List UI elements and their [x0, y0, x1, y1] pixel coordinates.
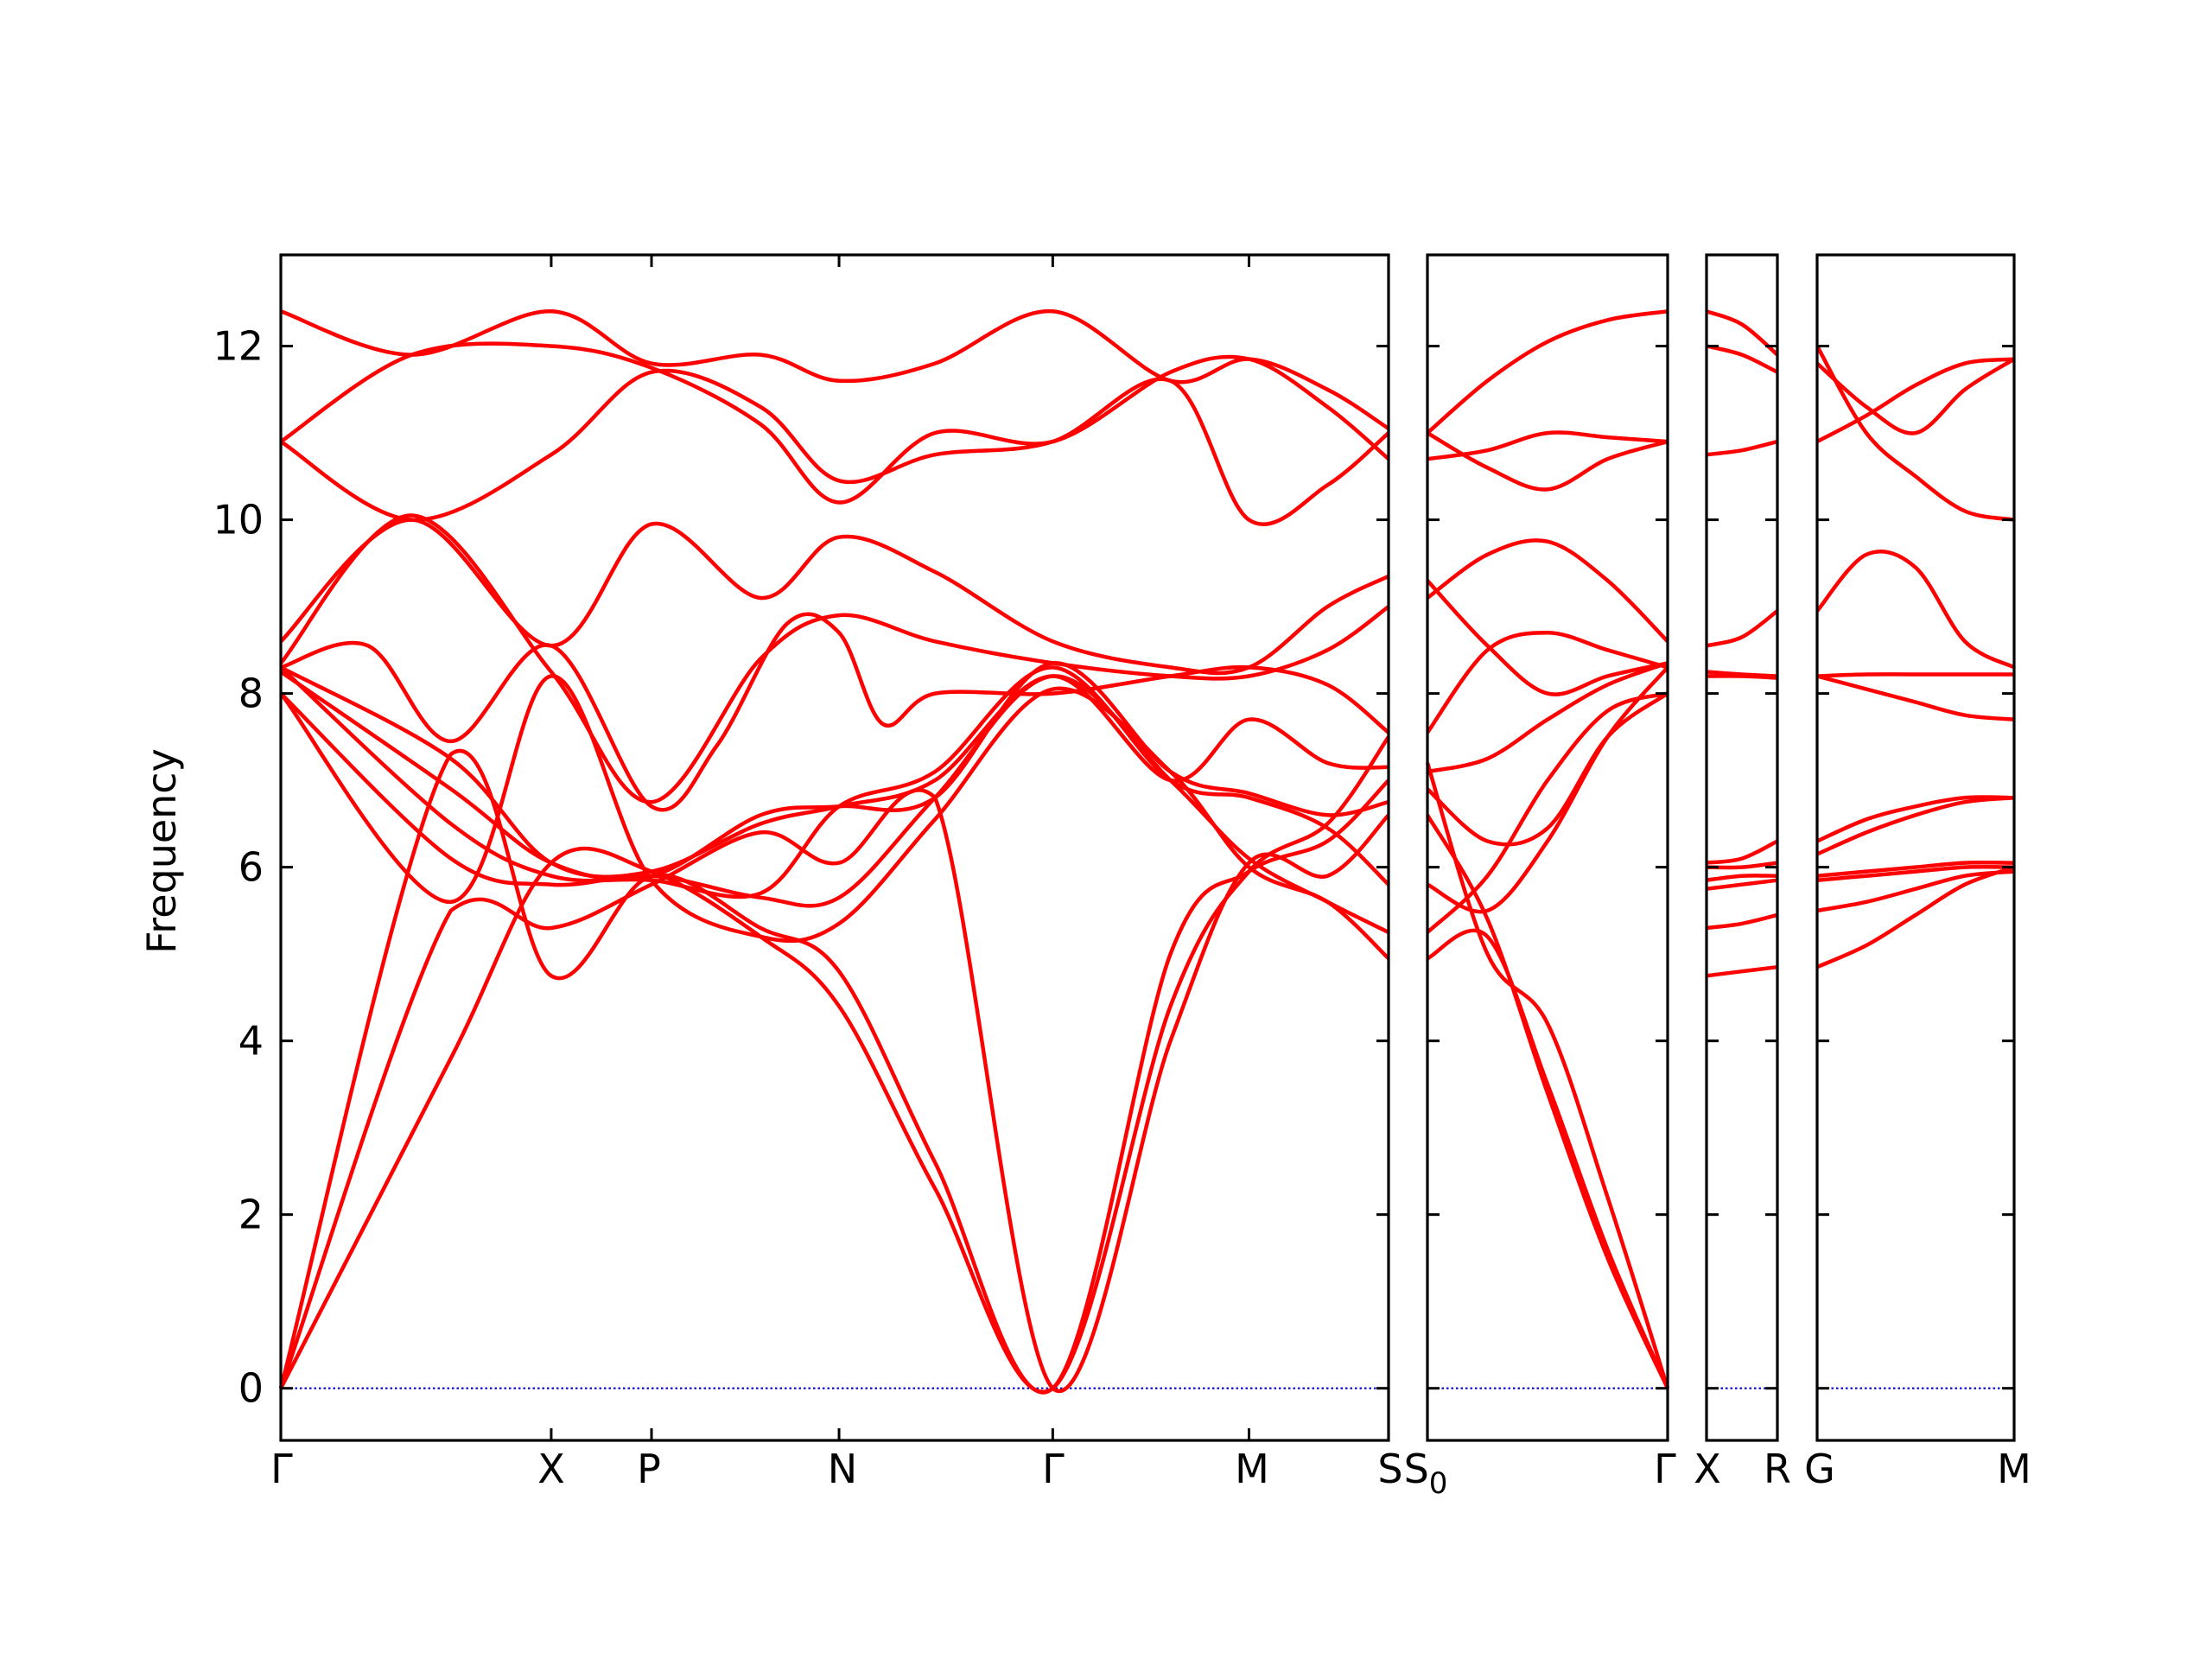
band-line-8 [1426, 691, 1669, 847]
x-tick-label-s0: S0 [1404, 1446, 1448, 1501]
band-line-2 [279, 341, 1390, 505]
band-line-7 [1706, 839, 1779, 865]
band-line-3 [1815, 357, 2015, 444]
band-line-5 [1426, 579, 1669, 696]
x-tick-label-gamma-2: Γ [1042, 1446, 1065, 1492]
band-line-4 [1706, 609, 1779, 648]
panel-frame [1705, 253, 1779, 1442]
band-line-11 [279, 674, 1390, 960]
band-line-1 [1815, 345, 2015, 522]
y-tick-label: 10 [213, 497, 264, 543]
panel-1: 0 2 4 6 8 10 12 [213, 253, 1390, 1442]
band-line-10 [279, 674, 1390, 935]
y-tick-label: 6 [238, 844, 264, 891]
x-tick-label-s0-base: S [1404, 1446, 1429, 1492]
band-line-10 [1816, 864, 2015, 882]
x-tick-label-m-2: M [1997, 1446, 2031, 1492]
band-line-11 [1426, 928, 1670, 1389]
panel-2 [1425, 253, 1670, 1442]
band-line-3 [1427, 430, 1669, 461]
band-line-9 [1816, 860, 2015, 878]
band-line-2 [1815, 357, 2016, 435]
band-line-6 [280, 612, 1390, 812]
panels-layer: 0 2 4 6 8 10 12 [213, 253, 2016, 1442]
y-tick-label: 0 [238, 1365, 264, 1412]
panel-frame [279, 253, 1390, 1442]
x-tick-label-p: P [637, 1446, 661, 1492]
x-tick-label-x-2: X [1694, 1446, 1721, 1492]
band-line-12 [1816, 865, 2015, 969]
y-axis-title: Frequency [138, 748, 185, 954]
x-tick-label-n: N [828, 1446, 857, 1492]
band-line-3 [279, 368, 1390, 527]
band-line-9 [1706, 874, 1778, 882]
band-line-6 [1816, 674, 2015, 721]
y-tick-label: 2 [238, 1192, 264, 1238]
band-line-11 [1816, 869, 2015, 913]
band-line-13 [1426, 814, 1670, 1389]
band-line-4 [1426, 538, 1669, 643]
band-line-12 [1425, 762, 1670, 1389]
band-line-10 [1426, 691, 1669, 934]
x-tick-label-g: G [1804, 1446, 1835, 1492]
panel-frame [1815, 253, 2016, 1442]
y-tick-label: 8 [238, 671, 264, 717]
band-line-1 [1426, 309, 1669, 435]
band-line-4 [1815, 549, 2016, 670]
y-tick-label: 12 [213, 323, 264, 370]
y-tick-label: 4 [238, 1018, 264, 1065]
panel-4 [1815, 253, 2016, 1442]
band-line-14 [278, 735, 1390, 1394]
band-line-5 [279, 513, 1390, 804]
band-line-3 [1706, 439, 1778, 457]
band-line-10 [1706, 878, 1778, 891]
band-line-2 [1706, 344, 1779, 374]
band-line-11 [1706, 912, 1778, 931]
band-line-2 [1426, 431, 1669, 492]
panel-frame [1426, 253, 1669, 1442]
band-line-6 [1706, 674, 1778, 680]
x-tick-label-s: S [1377, 1446, 1402, 1492]
x-tick-label-r: R [1764, 1446, 1791, 1492]
band-line-8 [1816, 795, 2015, 856]
x-tick-labels: Γ X P N Γ M S S0 Γ X R G M [270, 1446, 2031, 1501]
band-line-13 [278, 748, 1390, 1395]
band-line-1 [1706, 309, 1779, 357]
x-tick-label-s0-subscript: 0 [1429, 1466, 1448, 1501]
band-line-12 [278, 788, 1390, 1394]
band-line-7 [1816, 795, 2015, 843]
x-tick-label-m-1: M [1235, 1446, 1269, 1492]
band-line-5 [1816, 672, 2014, 678]
band-line-8 [279, 661, 1389, 881]
band-line-12 [1706, 964, 1778, 978]
band-line-7 [279, 665, 1389, 879]
x-tick-label-x-1: X [537, 1446, 565, 1492]
band-line-4 [279, 518, 1390, 676]
band-line-6 [1426, 630, 1669, 734]
panel-3 [1705, 253, 1779, 1442]
band-line-1 [280, 309, 1390, 430]
x-tick-label-gamma-3: Γ [1654, 1446, 1676, 1492]
band-line-7 [1427, 661, 1669, 774]
x-tick-label-gamma-1: Γ [270, 1446, 293, 1492]
